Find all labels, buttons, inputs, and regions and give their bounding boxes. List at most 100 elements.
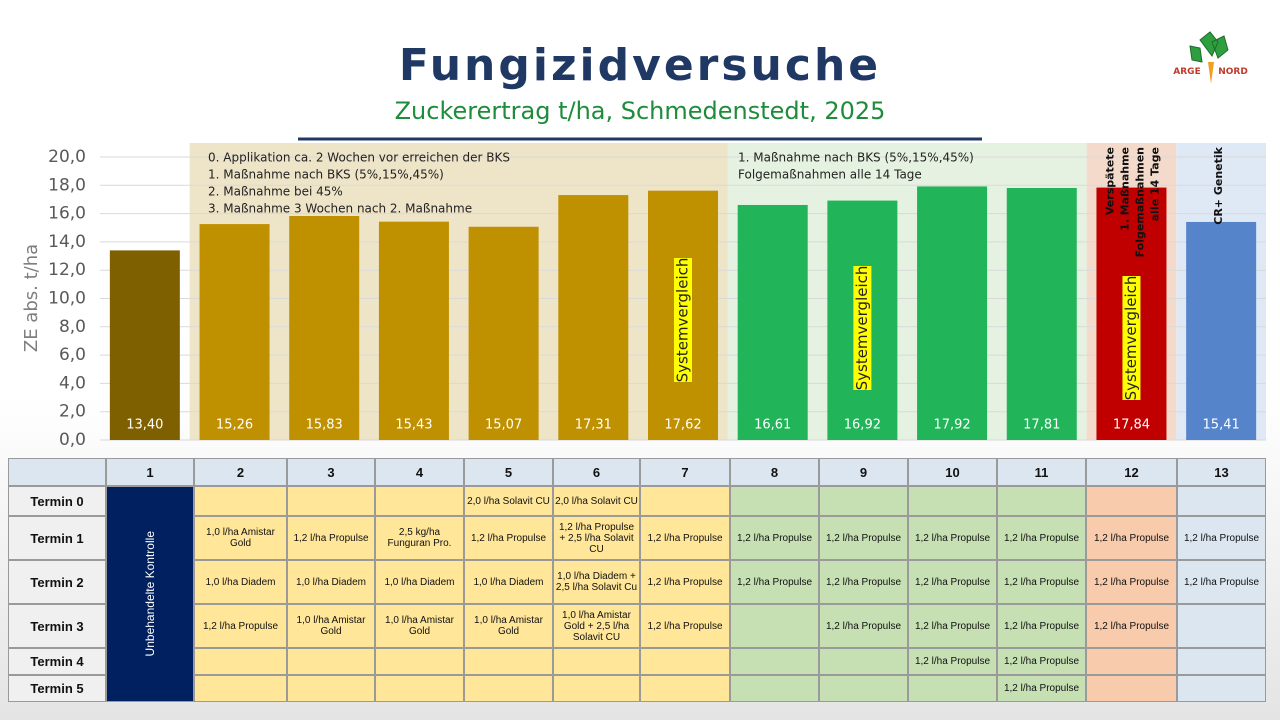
bar bbox=[199, 224, 270, 440]
cell-text: Termin 3 bbox=[30, 618, 84, 634]
cell-text: 1,2 l/ha Propulse bbox=[647, 620, 723, 632]
logo: ARGE NORD bbox=[1173, 31, 1248, 84]
table-cell: 1,2 l/ha Propulse bbox=[908, 560, 997, 604]
rowlbl: Termin 3 bbox=[8, 604, 106, 648]
y-tick-label: 20,0 bbox=[48, 147, 86, 167]
cell-text: 3 bbox=[327, 464, 335, 480]
hdr: 10 bbox=[908, 458, 997, 486]
table-cell: 1,0 l/ha Diadem bbox=[375, 560, 464, 604]
value-label: 15,07 bbox=[485, 418, 522, 433]
table-cell bbox=[194, 486, 287, 516]
cell-text: 10 bbox=[945, 464, 960, 480]
table-cell bbox=[375, 675, 464, 702]
hdr: 3 bbox=[287, 458, 375, 486]
cell-text: 1,0 l/ha Diadem bbox=[295, 576, 367, 588]
group-note: Folgemaßnahmen alle 14 Tage bbox=[738, 168, 922, 182]
cell-text: 1 bbox=[146, 464, 154, 480]
table-cell bbox=[908, 675, 997, 702]
group-note: CR+ Genetik bbox=[1212, 146, 1225, 224]
bar bbox=[1006, 187, 1077, 440]
logo-text: NORD bbox=[1218, 67, 1248, 77]
cell-text: 1,2 l/ha Propulse bbox=[1003, 656, 1080, 667]
table-cell bbox=[640, 675, 730, 702]
cell-text: 2,5 kg/ha Funguran Pro. bbox=[387, 527, 452, 549]
y-tick-label: 4,0 bbox=[59, 373, 86, 393]
table-cell: 1,0 l/ha Amistar Gold + 2,5 l/ha Solavit… bbox=[553, 604, 640, 648]
cell-text: 1,2 l/ha Propulse bbox=[202, 620, 279, 632]
system-tag: Systemvergleich bbox=[674, 258, 692, 383]
table-cell bbox=[553, 648, 640, 675]
y-tick-label: 16,0 bbox=[48, 204, 86, 224]
table-cell: 1,2 l/ha Propulse bbox=[730, 560, 819, 604]
cell-text: 1,0 l/ha Diadem bbox=[473, 576, 544, 588]
cell-text: 1,2 l/ha Propulse bbox=[1093, 532, 1170, 544]
cell-text: 1,0 l/ha Diadem bbox=[384, 576, 455, 588]
bar bbox=[289, 216, 360, 440]
cell-text: 1,2 l/ha Propulse bbox=[1183, 576, 1260, 588]
table-cell: 1,0 l/ha Diadem bbox=[287, 560, 375, 604]
table-cell: 1,0 l/ha Amistar Gold bbox=[375, 604, 464, 648]
value-label: 16,61 bbox=[754, 418, 791, 433]
hdr: 8 bbox=[730, 458, 819, 486]
cell-text: 1,2 l/ha Propulse bbox=[470, 532, 547, 544]
table-cell: 1,2 l/ha Propulse bbox=[640, 560, 730, 604]
table-cell: 1,0 l/ha Diadem bbox=[194, 560, 287, 604]
table-cell: 1,2 l/ha Propulse bbox=[997, 560, 1086, 604]
table-cell bbox=[375, 648, 464, 675]
system-tag: Systemvergleich bbox=[853, 266, 871, 391]
table-cell bbox=[1177, 675, 1266, 702]
cell-text: 1,0 l/ha Amistar Gold bbox=[385, 615, 454, 637]
table-cell: 1,2 l/ha Propulse bbox=[730, 516, 819, 560]
group-note: 3. Maßnahme 3 Wochen nach 2. Maßnahme bbox=[208, 202, 472, 216]
cell-text: 13 bbox=[1214, 464, 1229, 480]
cell-text: 1,2 l/ha Propulse bbox=[647, 576, 723, 588]
hdr: 7 bbox=[640, 458, 730, 486]
cell-text: 9 bbox=[859, 464, 868, 480]
hdr: 1 bbox=[106, 458, 194, 486]
value-label: 15,43 bbox=[395, 418, 432, 433]
table-cell bbox=[1177, 486, 1266, 516]
table-cell: 2,5 kg/ha Funguran Pro. bbox=[375, 516, 464, 560]
hdr: 4 bbox=[375, 458, 464, 486]
system-tag-bg bbox=[853, 266, 872, 390]
title: Fungizidversuche bbox=[399, 40, 881, 91]
hdr: 9 bbox=[819, 458, 908, 486]
y-tick-label: 10,0 bbox=[48, 289, 86, 309]
group-note: 1. Maßnahme nach BKS (5%,15%,45%) bbox=[738, 151, 974, 165]
bar bbox=[378, 221, 449, 440]
table-cell bbox=[194, 648, 287, 675]
cell-text: 1,2 l/ha Propulse bbox=[825, 620, 902, 632]
group-note: Folgemaßnahmen bbox=[1134, 147, 1147, 257]
cell-text: Termin 0 bbox=[30, 493, 84, 509]
group-panel bbox=[189, 143, 728, 440]
table-cell bbox=[375, 486, 464, 516]
table-cell bbox=[1177, 604, 1266, 648]
table-cell bbox=[640, 648, 730, 675]
table-cell: 1,2 l/ha Propulse bbox=[908, 648, 997, 675]
value-label: 17,84 bbox=[1113, 418, 1150, 433]
cell-text: 4 bbox=[415, 464, 424, 480]
table-cell: 1,0 l/ha Diadem bbox=[464, 560, 553, 604]
table-cell: 1,2 l/ha Propulse bbox=[194, 604, 287, 648]
cell-text: 1,2 l/ha Propulse bbox=[914, 532, 991, 544]
hdr bbox=[8, 458, 106, 486]
value-label: 15,83 bbox=[306, 418, 343, 433]
table-cell bbox=[287, 486, 375, 516]
table-cell bbox=[194, 675, 287, 702]
hdr: 2 bbox=[194, 458, 287, 486]
value-label: 17,62 bbox=[664, 418, 701, 433]
cell-text: 1,2 l/ha Propulse bbox=[736, 576, 813, 588]
cell-text: 5 bbox=[504, 464, 513, 480]
table-cell bbox=[1177, 648, 1266, 675]
cell-text: 11 bbox=[1034, 464, 1049, 480]
cell-text: Termin 2 bbox=[30, 574, 84, 590]
table-cell bbox=[730, 486, 819, 516]
cell-text: 1,2 l/ha Propulse bbox=[1003, 620, 1080, 632]
table-cell: 2,0 l/ha Solavit CU bbox=[464, 486, 553, 516]
value-label: 15,41 bbox=[1203, 418, 1240, 433]
table-cell: 1,2 l/ha Propulse bbox=[640, 604, 730, 648]
hdr: 12 bbox=[1086, 458, 1177, 486]
cell-text: 1,2 l/ha Propulse bbox=[1093, 576, 1170, 588]
table-cell: 1,2 l/ha Propulse bbox=[1086, 516, 1177, 560]
